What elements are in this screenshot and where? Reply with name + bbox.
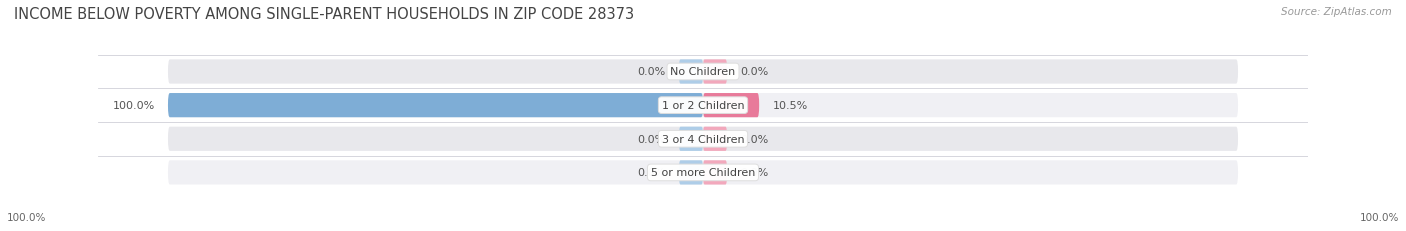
FancyBboxPatch shape: [679, 161, 703, 185]
FancyBboxPatch shape: [167, 161, 1239, 185]
Text: 100.0%: 100.0%: [7, 212, 46, 222]
Text: 100.0%: 100.0%: [112, 101, 155, 111]
Text: 3 or 4 Children: 3 or 4 Children: [662, 134, 744, 144]
FancyBboxPatch shape: [703, 60, 727, 84]
Text: INCOME BELOW POVERTY AMONG SINGLE-PARENT HOUSEHOLDS IN ZIP CODE 28373: INCOME BELOW POVERTY AMONG SINGLE-PARENT…: [14, 7, 634, 22]
Text: 0.0%: 0.0%: [637, 67, 665, 77]
Text: 5 or more Children: 5 or more Children: [651, 168, 755, 178]
Text: 100.0%: 100.0%: [1360, 212, 1399, 222]
FancyBboxPatch shape: [167, 60, 1239, 84]
FancyBboxPatch shape: [679, 127, 703, 151]
Text: 0.0%: 0.0%: [741, 134, 769, 144]
Text: 0.0%: 0.0%: [741, 67, 769, 77]
Text: 0.0%: 0.0%: [637, 168, 665, 178]
FancyBboxPatch shape: [167, 94, 703, 118]
FancyBboxPatch shape: [703, 161, 727, 185]
Text: 10.5%: 10.5%: [772, 101, 808, 111]
Text: 0.0%: 0.0%: [637, 134, 665, 144]
Text: 1 or 2 Children: 1 or 2 Children: [662, 101, 744, 111]
FancyBboxPatch shape: [703, 127, 727, 151]
FancyBboxPatch shape: [679, 60, 703, 84]
Text: 0.0%: 0.0%: [741, 168, 769, 178]
Text: No Children: No Children: [671, 67, 735, 77]
FancyBboxPatch shape: [167, 127, 1239, 151]
FancyBboxPatch shape: [167, 94, 1239, 118]
Text: Source: ZipAtlas.com: Source: ZipAtlas.com: [1281, 7, 1392, 17]
FancyBboxPatch shape: [703, 94, 759, 118]
